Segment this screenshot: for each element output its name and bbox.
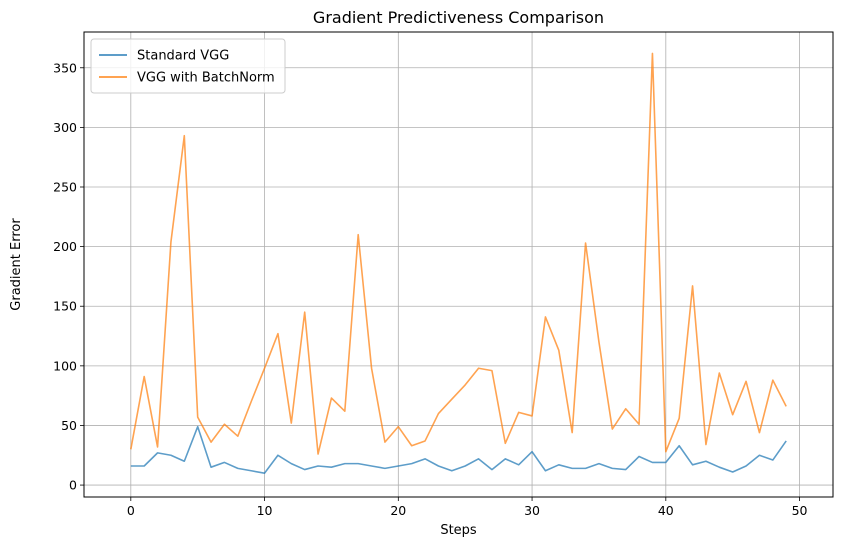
- x-tick-label: 10: [257, 503, 273, 518]
- y-tick-label: 150: [53, 299, 77, 314]
- x-tick-label: 50: [792, 503, 808, 518]
- series-line-standard-vgg: [130, 425, 787, 474]
- y-tick-label: 50: [61, 418, 77, 433]
- series-lines: [130, 52, 787, 474]
- y-tick-label: 250: [53, 180, 77, 195]
- legend-label-vgg-batchnorm: VGG with BatchNorm: [137, 71, 275, 86]
- y-tick-label: 200: [53, 239, 77, 254]
- x-tick-label: 30: [524, 503, 540, 518]
- legend-label-standard-vgg: Standard VGG: [137, 49, 229, 64]
- series-line-vgg-with-batchnorm: [130, 52, 787, 455]
- axis-ticks: 0 10 20 30 40 50 0 50 100 150 200 250 300 350: [53, 60, 807, 518]
- y-tick-label: 100: [53, 358, 77, 373]
- legend: Standard VGG VGG with BatchNorm: [90, 38, 286, 94]
- x-axis-title: Steps: [440, 523, 477, 538]
- legend-box: [90, 38, 286, 94]
- chart-title: Gradient Predictiveness Comparison: [313, 8, 604, 27]
- grid: [84, 32, 833, 497]
- x-tick-label: 0: [127, 503, 135, 518]
- y-axis-title: Gradient Error: [9, 218, 24, 311]
- y-tick-label: 0: [69, 478, 77, 493]
- plot-frame: [83, 31, 834, 498]
- y-tick-label: 350: [53, 60, 77, 75]
- x-tick-label: 40: [658, 503, 674, 518]
- x-tick-label: 20: [390, 503, 406, 518]
- y-tick-label: 300: [53, 120, 77, 135]
